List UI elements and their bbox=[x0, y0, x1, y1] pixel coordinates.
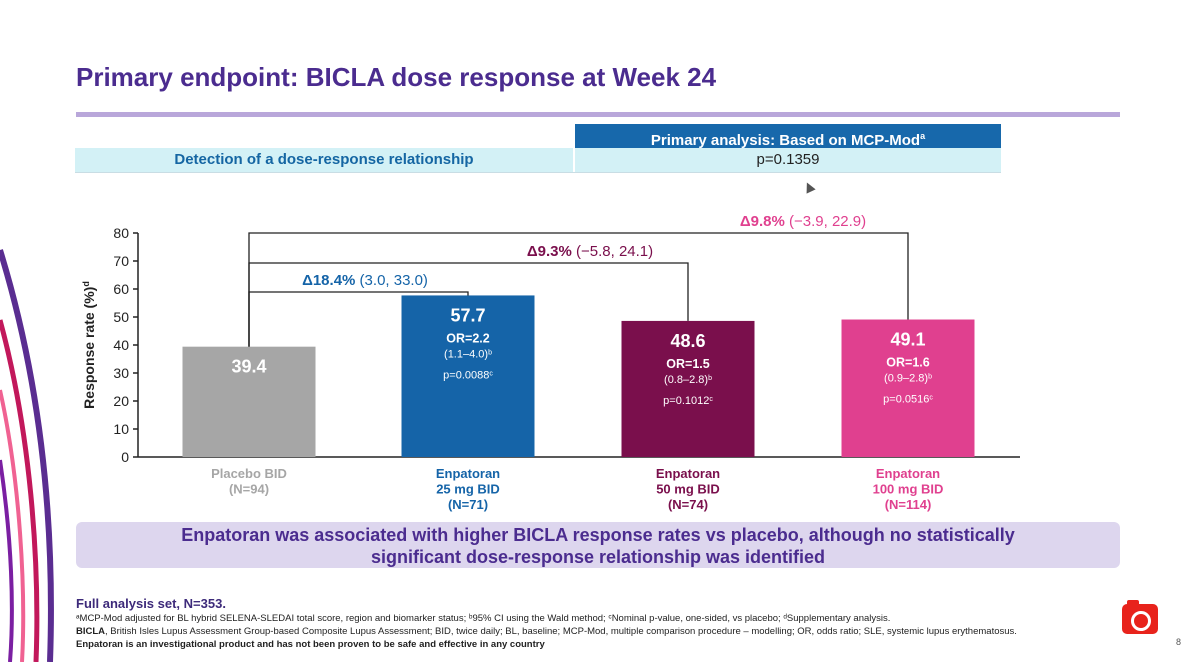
analysis-row-value: p=0.1359 bbox=[575, 148, 1001, 172]
table-divider bbox=[75, 172, 1001, 173]
delta-bracket bbox=[248, 232, 909, 347]
y-tick-label: 0 bbox=[121, 449, 129, 465]
x-category-label: Enpatoran bbox=[876, 466, 940, 481]
bar-3 bbox=[841, 319, 975, 457]
footnote-disclaimer: Enpatoran is an investigational product … bbox=[76, 639, 545, 650]
delta-value: Δ9.8% bbox=[740, 213, 785, 230]
x-category-label: Enpatoran bbox=[436, 466, 500, 481]
x-category-label: (N=71) bbox=[448, 497, 488, 512]
delta-ci: (−5.8, 24.1) bbox=[572, 243, 653, 260]
footnote-abbreviations: BICLA, British Isles Lupus Assessment Gr… bbox=[76, 626, 1017, 637]
delta-ci: (−3.9, 22.9) bbox=[785, 213, 866, 230]
y-tick-label: 80 bbox=[113, 225, 129, 241]
odds-ratio-label: OR=2.2 bbox=[446, 331, 489, 345]
ci-footnote: b bbox=[928, 373, 932, 380]
odds-ratio-ci: (1.1–4.0)b bbox=[444, 348, 492, 360]
conclusion-line-2: significant dose-response relationship w… bbox=[370, 547, 826, 567]
delta-ci: (3.0, 33.0) bbox=[355, 272, 428, 289]
analysis-set-note: Full analysis set, N=353. bbox=[76, 596, 226, 611]
page-number: 8 bbox=[1176, 637, 1182, 647]
bar-value-label: 49.1 bbox=[890, 330, 925, 350]
x-category-label: (N=94) bbox=[229, 482, 269, 497]
bar-value-label: 48.6 bbox=[670, 331, 705, 351]
camera-icon[interactable] bbox=[1122, 600, 1158, 634]
analysis-table-header-text: Primary analysis: Based on MCP-Mod bbox=[650, 132, 921, 149]
bar-value-label: 39.4 bbox=[231, 357, 266, 377]
x-category-label: 100 mg BID bbox=[873, 482, 944, 497]
conclusion-banner: Enpatoran was associated with higher BIC… bbox=[76, 522, 1120, 568]
delta-label: Δ18.4% (3.0, 33.0) bbox=[302, 272, 428, 289]
analysis-row-label: Detection of a dose-response relationshi… bbox=[75, 148, 573, 172]
p-value-label: p=0.0516c bbox=[883, 394, 933, 406]
footnote-methods: ᵃMCP-Mod adjusted for BL hybrid SELENA-S… bbox=[76, 613, 891, 624]
x-category-label: Placebo BID bbox=[211, 466, 287, 481]
bar-0 bbox=[182, 346, 316, 457]
x-category-label: 50 mg BID bbox=[656, 482, 720, 497]
x-category-label: 25 mg BID bbox=[436, 482, 500, 497]
delta-label: Δ9.3% (−5.8, 24.1) bbox=[527, 243, 653, 260]
p-value-footnote: c bbox=[489, 370, 493, 377]
ci-footnote: b bbox=[488, 349, 492, 356]
analysis-table-header: Primary analysis: Based on MCP-Moda bbox=[575, 124, 1001, 149]
y-tick-label: 50 bbox=[113, 309, 129, 325]
y-tick-label: 10 bbox=[113, 421, 129, 437]
y-axis-label-footnote: d bbox=[81, 281, 91, 287]
bar-2 bbox=[621, 320, 755, 457]
x-category-label: Enpatoran bbox=[656, 466, 720, 481]
decorative-ribbons bbox=[0, 249, 54, 662]
page-title: Primary endpoint: BICLA dose response at… bbox=[76, 62, 717, 92]
odds-ratio-ci: (0.8–2.8)b bbox=[664, 374, 712, 386]
ci-footnote: b bbox=[708, 374, 712, 381]
y-axis-label: Response rate (%)d bbox=[81, 281, 97, 409]
delta-value: Δ18.4% bbox=[302, 272, 355, 289]
p-value-label: p=0.0088c bbox=[443, 369, 493, 381]
bar-1 bbox=[401, 295, 535, 457]
x-category-label: (N=114) bbox=[885, 497, 932, 512]
p-value-footnote: c bbox=[709, 395, 713, 402]
odds-ratio-label: OR=1.5 bbox=[666, 357, 709, 371]
title-divider bbox=[76, 112, 1120, 117]
bar-value-label: 57.7 bbox=[450, 305, 485, 325]
p-value-label: p=0.1012c bbox=[663, 395, 713, 407]
analysis-header-footnote: a bbox=[920, 131, 926, 141]
odds-ratio-ci: (0.9–2.8)b bbox=[884, 373, 932, 385]
delta-label: Δ9.8% (−3.9, 22.9) bbox=[740, 213, 866, 230]
delta-value: Δ9.3% bbox=[527, 243, 572, 260]
footnote-abbreviations-text: , British Isles Lupus Assessment Group-b… bbox=[105, 626, 1017, 637]
odds-ratio-label: OR=1.6 bbox=[886, 356, 929, 370]
y-tick-label: 60 bbox=[113, 281, 129, 297]
x-category-label: (N=74) bbox=[668, 497, 708, 512]
y-tick-label: 20 bbox=[113, 393, 129, 409]
footnote-bicla-term: BICLA bbox=[76, 626, 106, 637]
y-tick-label: 40 bbox=[113, 337, 129, 353]
y-tick-label: 70 bbox=[113, 253, 129, 269]
conclusion-line-1: Enpatoran was associated with higher BIC… bbox=[181, 525, 1015, 545]
y-tick-label: 30 bbox=[113, 365, 129, 381]
p-value-footnote: c bbox=[929, 394, 933, 401]
